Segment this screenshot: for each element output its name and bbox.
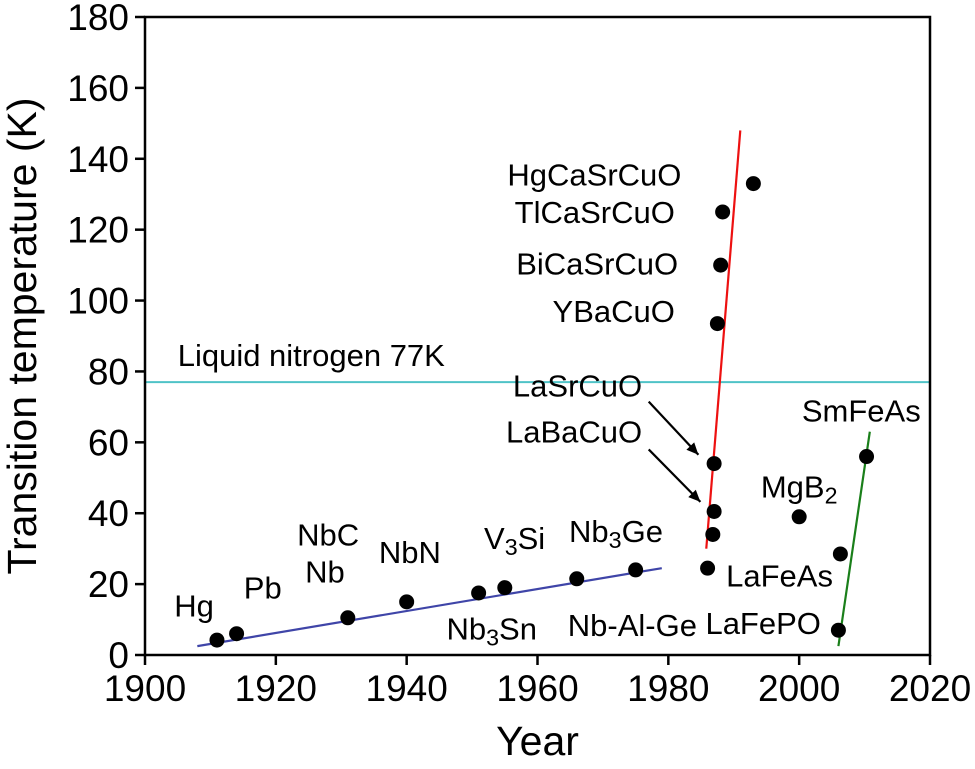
label-mgb2-text: 2 — [825, 483, 838, 509]
conventional-point-0 — [209, 632, 225, 648]
y-tick-label-160: 160 — [67, 68, 129, 109]
label-nb-text: Nb — [305, 554, 345, 589]
label-smfeas: SmFeAs — [802, 393, 921, 428]
cuprates-point-6 — [715, 204, 731, 220]
label-lasrcuo-text: LaSrCuO — [513, 368, 642, 403]
mgb2-point-0 — [791, 509, 807, 525]
x-axis-title: Year — [496, 718, 579, 764]
label-ybacuo: YBaCuO — [553, 294, 675, 329]
label-nb3sn-text: Nb — [446, 611, 486, 646]
label-nbc-text: NbC — [297, 517, 359, 552]
x-tick-label-1900: 1900 — [104, 668, 186, 709]
liquid-nitrogen-label: Liquid nitrogen 77K — [178, 338, 445, 373]
x-tick-label-2000: 2000 — [758, 668, 840, 709]
label-v3si-text: Si — [518, 521, 546, 556]
iron-based-trend-line — [837, 431, 871, 647]
arrow-lasrcuo-head — [686, 442, 699, 455]
label-pb-text: Pb — [244, 570, 282, 605]
x-tick-label-2020: 2020 — [889, 668, 971, 709]
conventional-point-7 — [628, 562, 644, 578]
label-nb-al-ge-text: Nb-Al-Ge — [568, 607, 697, 642]
cuprates-point-1 — [705, 526, 721, 542]
cuprates-point-3 — [706, 456, 722, 472]
label-nb3ge-text: Nb — [569, 513, 609, 548]
label-nbn: NbN — [379, 535, 441, 570]
iron-based-point-0 — [830, 622, 846, 638]
label-bicasrcuo-text: BiCaSrCuO — [516, 246, 678, 281]
cuprates-point-7 — [745, 176, 761, 192]
cuprates-point-0 — [700, 560, 716, 576]
x-tick-label-1940: 1940 — [366, 668, 448, 709]
conventional-point-4 — [471, 585, 487, 601]
y-tick-label-20: 20 — [88, 564, 129, 605]
label-labacuo: LaBaCuO — [506, 414, 642, 449]
cuprates-point-4 — [709, 316, 725, 332]
label-lafepo: LaFePO — [705, 606, 820, 641]
y-tick-label-120: 120 — [67, 210, 129, 251]
label-nb3ge-text: 3 — [609, 527, 622, 553]
cuprates-point-2 — [706, 503, 722, 519]
y-tick-label-60: 60 — [88, 422, 129, 463]
y-tick-label-100: 100 — [67, 281, 129, 322]
arrow-lasrcuo-shaft — [647, 400, 700, 456]
conventional-trend-line — [197, 567, 662, 648]
y-axis-title: Transition temperature (K) — [0, 98, 45, 575]
arrow-labacuo-shaft — [647, 448, 702, 503]
conventional-point-6 — [569, 571, 585, 587]
label-nb3ge-text: Ge — [622, 513, 663, 548]
conventional-point-2 — [340, 610, 356, 626]
x-tick-label-1920: 1920 — [235, 668, 317, 709]
label-nb-al-ge: Nb-Al-Ge — [568, 607, 697, 642]
y-tick-label-80: 80 — [88, 351, 129, 392]
label-nb3sn: Nb3Sn — [446, 611, 537, 651]
label-lafeas: LaFeAs — [726, 558, 833, 593]
y-tick-label-40: 40 — [88, 493, 129, 534]
label-hgcasrcuo-text: HgCaSrCuO — [507, 157, 681, 192]
label-nb3sn-text: 3 — [486, 624, 499, 650]
iron-based-point-1 — [832, 546, 848, 562]
label-nb3sn-text: Sn — [499, 611, 537, 646]
label-nbn-text: NbN — [379, 535, 441, 570]
label-tlcasrcuo-text: TlCaSrCuO — [515, 194, 675, 229]
cuprates-trend-line — [705, 130, 742, 549]
label-hg: Hg — [174, 588, 214, 623]
conventional-point-3 — [399, 594, 415, 610]
arrow-labacuo-head — [688, 489, 701, 502]
iron-based-point-2 — [859, 449, 875, 465]
x-tick-label-1960: 1960 — [496, 668, 578, 709]
label-lafepo-text: LaFePO — [705, 606, 820, 641]
label-nb: Nb — [305, 554, 345, 589]
y-tick-label-140: 140 — [67, 139, 129, 180]
label-mgb2-text: MgB — [761, 469, 825, 504]
label-v3si: V3Si — [484, 521, 545, 561]
label-nb3ge: Nb3Ge — [569, 513, 663, 553]
label-hg-text: Hg — [174, 588, 214, 623]
label-nbc: NbC — [297, 517, 359, 552]
cuprates-point-5 — [713, 257, 729, 273]
label-labacuo-text: LaBaCuO — [506, 414, 642, 449]
y-tick-label-180: 180 — [67, 0, 129, 38]
y-tick-label-0: 0 — [108, 635, 129, 676]
conventional-point-5 — [497, 580, 513, 596]
label-mgb2: MgB2 — [761, 469, 838, 509]
label-bicasrcuo: BiCaSrCuO — [516, 246, 678, 281]
label-ybacuo-text: YBaCuO — [553, 294, 675, 329]
label-smfeas-text: SmFeAs — [802, 393, 921, 428]
label-lasrcuo: LaSrCuO — [513, 368, 642, 403]
conventional-point-1 — [229, 626, 245, 642]
label-v3si-text: V — [484, 521, 505, 556]
label-lafeas-text: LaFeAs — [726, 558, 833, 593]
x-tick-label-1980: 1980 — [627, 668, 709, 709]
label-pb: Pb — [244, 570, 282, 605]
label-v3si-text: 3 — [505, 534, 518, 560]
label-hgcasrcuo: HgCaSrCuO — [507, 157, 681, 192]
label-tlcasrcuo: TlCaSrCuO — [515, 194, 675, 229]
